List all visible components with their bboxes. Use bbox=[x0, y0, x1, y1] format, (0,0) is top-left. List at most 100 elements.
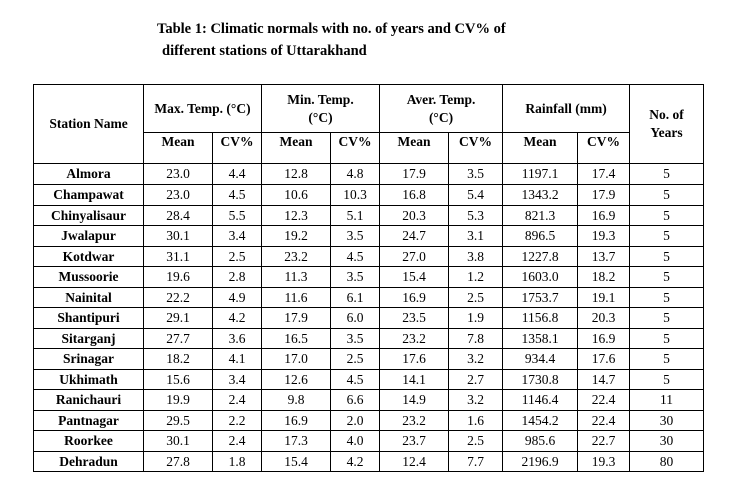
min-temp-cv-cell: 4.2 bbox=[330, 451, 380, 472]
aver-temp-cv-cell: 5.3 bbox=[448, 205, 504, 226]
min-temp-cv-cell: 2.0 bbox=[330, 410, 380, 431]
min-temp-cv-cell: 4.5 bbox=[330, 246, 380, 267]
aver-temp-mean-cell: 16.9 bbox=[379, 287, 449, 308]
min-temp-cv-cell: 3.5 bbox=[330, 225, 380, 247]
table-row: Mussoorie 19.6 2.8 11.3 3.5 15.4 1.2 1603.0 18.2… bbox=[33, 266, 704, 288]
station-cell: Jwalapur bbox=[33, 225, 144, 247]
min-temp-mean-cell: 15.4 bbox=[261, 451, 331, 472]
min-temp-mean-cell: 11.6 bbox=[261, 287, 331, 308]
table-row: Jwalapur 30.1 3.4 19.2 3.5 24.7 3.1 896.5 19.3 5 bbox=[33, 225, 704, 247]
max-temp-cv-cell: 2.8 bbox=[212, 266, 262, 288]
rainfall-mean-cell: 1343.2 bbox=[502, 184, 579, 206]
station-cell: Kotdwar bbox=[33, 246, 144, 267]
min-temp-cv-cell: 5.1 bbox=[330, 205, 380, 226]
rainfall-cv-cell: 20.3 bbox=[577, 307, 631, 329]
table-row: Almora 23.0 4.4 12.8 4.8 17.9 3.5 1197.1 17.4 5 bbox=[33, 163, 704, 185]
aver-temp-cv-cell: 1.2 bbox=[448, 266, 504, 288]
avg-mean-header: Mean bbox=[379, 132, 449, 164]
min-temp-mean-cell: 9.8 bbox=[261, 389, 331, 411]
rainfall-cv-cell: 17.6 bbox=[577, 348, 631, 370]
aver-temp-mean-cell: 24.7 bbox=[379, 225, 449, 247]
rainfall-mean-cell: 1358.1 bbox=[502, 328, 579, 349]
max-temp-cv-cell: 3.6 bbox=[212, 328, 262, 349]
min-temp-mean-cell: 16.5 bbox=[261, 328, 331, 349]
aver-temp-cv-cell: 2.5 bbox=[448, 430, 504, 452]
rainfall-cv-cell: 22.4 bbox=[577, 410, 631, 431]
aver-temp-cv-cell: 2.5 bbox=[448, 287, 504, 308]
max-temp-mean-cell: 23.0 bbox=[143, 184, 213, 206]
rainfall-mean-cell: 1197.1 bbox=[502, 163, 579, 185]
station-cell: Chinyalisaur bbox=[33, 205, 144, 226]
max-temp-cv-cell: 2.5 bbox=[212, 246, 262, 267]
table-row: Chinyalisaur 28.4 5.5 12.3 5.1 20.3 5.3 821.3 16… bbox=[33, 205, 704, 226]
min-temp-cv-cell: 2.5 bbox=[330, 348, 380, 370]
rain-mean-header: Mean bbox=[502, 132, 579, 164]
rainfall-cv-cell: 19.1 bbox=[577, 287, 631, 308]
max-temp-mean-cell: 19.9 bbox=[143, 389, 213, 411]
station-cell: Champawat bbox=[33, 184, 144, 206]
station-cell: Almora bbox=[33, 163, 144, 185]
table-row: Dehradun 27.8 1.8 15.4 4.2 12.4 7.7 2196.9 19.3 8… bbox=[33, 451, 704, 472]
rainfall-mean-cell: 1454.2 bbox=[502, 410, 579, 431]
min-temp-mean-cell: 17.3 bbox=[261, 430, 331, 452]
station-cell: Sitarganj bbox=[33, 328, 144, 349]
max-temp-cv-cell: 5.5 bbox=[212, 205, 262, 226]
max-temp-cv-cell: 4.5 bbox=[212, 184, 262, 206]
rainfall-cv-cell: 13.7 bbox=[577, 246, 631, 267]
max-temp-mean-cell: 27.8 bbox=[143, 451, 213, 472]
aver-temp-cv-cell: 7.8 bbox=[448, 328, 504, 349]
rainfall-cv-cell: 22.4 bbox=[577, 389, 631, 411]
aver-temp-mean-cell: 23.7 bbox=[379, 430, 449, 452]
max-temp-cv-cell: 4.1 bbox=[212, 348, 262, 370]
no-of-years-cell: 5 bbox=[629, 266, 704, 288]
rainfall-cv-cell: 19.3 bbox=[577, 225, 631, 247]
aver-temp-cv-cell: 3.2 bbox=[448, 348, 504, 370]
rainfall-cv-cell: 16.9 bbox=[577, 205, 631, 226]
aver-temp-mean-cell: 17.6 bbox=[379, 348, 449, 370]
min-temp-header: Min. Temp. (°C) bbox=[261, 84, 380, 133]
max-temp-mean-cell: 23.0 bbox=[143, 163, 213, 185]
aver-temp-mean-cell: 16.8 bbox=[379, 184, 449, 206]
min-temp-mean-cell: 19.2 bbox=[261, 225, 331, 247]
min-mean-header: Mean bbox=[261, 132, 331, 164]
aver-temp-cv-cell: 5.4 bbox=[448, 184, 504, 206]
station-cell: Mussoorie bbox=[33, 266, 144, 288]
max-mean-header: Mean bbox=[143, 132, 213, 164]
max-temp-mean-cell: 22.2 bbox=[143, 287, 213, 308]
station-cell: Dehradun bbox=[33, 451, 144, 472]
no-of-years-cell: 5 bbox=[629, 369, 704, 390]
min-temp-cv-cell: 4.5 bbox=[330, 369, 380, 390]
no-of-years-header: No. of Years bbox=[629, 84, 704, 164]
min-temp-cv-cell: 3.5 bbox=[330, 328, 380, 349]
aver-temp-mean-cell: 23.5 bbox=[379, 307, 449, 329]
rainfall-cv-cell: 22.7 bbox=[577, 430, 631, 452]
table-row: Kotdwar 31.1 2.5 23.2 4.5 27.0 3.8 1227.8 13.7 5 bbox=[33, 246, 704, 267]
table-row: Pantnagar 29.5 2.2 16.9 2.0 23.2 1.6 1454.2 22.4… bbox=[33, 410, 704, 431]
min-cv-header: CV% bbox=[330, 132, 380, 164]
max-temp-cv-cell: 2.4 bbox=[212, 389, 262, 411]
max-temp-cv-cell: 1.8 bbox=[212, 451, 262, 472]
aver-temp-cv-cell: 3.5 bbox=[448, 163, 504, 185]
caption-line-2: different stations of Uttarakhand bbox=[162, 43, 367, 59]
climatic-normals-table: Station Name Max. Temp. (°C) Min. Temp.(… bbox=[33, 84, 705, 472]
aver-temp-mean-cell: 14.9 bbox=[379, 389, 449, 411]
max-temp-mean-cell: 29.5 bbox=[143, 410, 213, 431]
rainfall-mean-cell: 1156.8 bbox=[502, 307, 579, 329]
rainfall-header: Rainfall (mm) bbox=[502, 84, 631, 133]
station-name-header: Station Name bbox=[33, 84, 144, 164]
rainfall-mean-cell: 821.3 bbox=[502, 205, 579, 226]
table-body: Almora 23.0 4.4 12.8 4.8 17.9 3.5 1197.1 17.4 5 Ch… bbox=[33, 163, 704, 472]
max-temp-header: Max. Temp. (°C) bbox=[143, 84, 262, 133]
no-of-years-cell: 5 bbox=[629, 348, 704, 370]
no-of-years-cell: 11 bbox=[629, 389, 704, 411]
max-temp-mean-cell: 31.1 bbox=[143, 246, 213, 267]
no-of-years-cell: 5 bbox=[629, 246, 704, 267]
aver-temp-header: Aver. Temp. (°C) bbox=[379, 84, 504, 133]
max-temp-cv-cell: 4.2 bbox=[212, 307, 262, 329]
station-cell: Ukhimath bbox=[33, 369, 144, 390]
max-temp-cv-cell: 4.4 bbox=[212, 163, 262, 185]
table-row: Srinagar 18.2 4.1 17.0 2.5 17.6 3.2 934.4 17.6 5 bbox=[33, 348, 704, 370]
rainfall-mean-cell: 1753.7 bbox=[502, 287, 579, 308]
aver-temp-mean-cell: 23.2 bbox=[379, 410, 449, 431]
rainfall-mean-cell: 985.6 bbox=[502, 430, 579, 452]
